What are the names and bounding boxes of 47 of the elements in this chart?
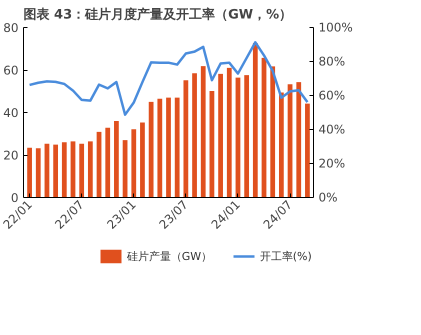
bar [252, 43, 258, 198]
bar [278, 92, 284, 198]
bar [88, 141, 93, 198]
bar [140, 122, 145, 198]
bar [157, 98, 162, 198]
bar [131, 129, 136, 198]
y-tick-label: 60 [3, 64, 19, 78]
bar [122, 140, 128, 198]
y-tick-label: 40 [3, 106, 19, 120]
bar [70, 141, 76, 198]
bar [44, 144, 50, 198]
y2-tick-label: 100% [318, 20, 353, 34]
y-tick-label: 20 [3, 148, 19, 162]
bar [296, 82, 302, 198]
y2-tick-label: 80% [318, 54, 346, 68]
bar [218, 74, 223, 198]
legend-label: 硅片产量（GW） [126, 250, 212, 263]
bar [244, 75, 250, 198]
bar [200, 66, 206, 198]
y2-tick-label: 0% [318, 190, 338, 204]
line-series [28, 41, 309, 116]
y2-tick-label: 60% [318, 88, 346, 102]
y-tick-label: 0 [10, 191, 19, 205]
bar [166, 98, 171, 198]
bar [226, 68, 232, 198]
bar [262, 58, 266, 198]
bar [288, 84, 292, 198]
chart-title: 图表 43：硅片月度产量及开工率（GW，%） [24, 6, 292, 22]
y-tick-label: 80 [3, 21, 19, 35]
bar [305, 104, 310, 198]
bar [210, 91, 214, 198]
bar [79, 144, 84, 198]
bar [183, 80, 188, 198]
bar [62, 142, 67, 198]
y2-tick-label: 40% [318, 122, 346, 136]
y2-tick-label: 20% [318, 156, 346, 170]
bar [105, 128, 110, 198]
bar [27, 148, 32, 198]
bar [53, 144, 58, 198]
bar [148, 102, 154, 198]
bar [36, 148, 41, 198]
bar [192, 73, 197, 198]
bar [236, 78, 240, 198]
bar [96, 132, 102, 198]
bar [174, 98, 180, 198]
legend-label: 开工率(%) [260, 250, 312, 263]
bar [114, 121, 119, 198]
